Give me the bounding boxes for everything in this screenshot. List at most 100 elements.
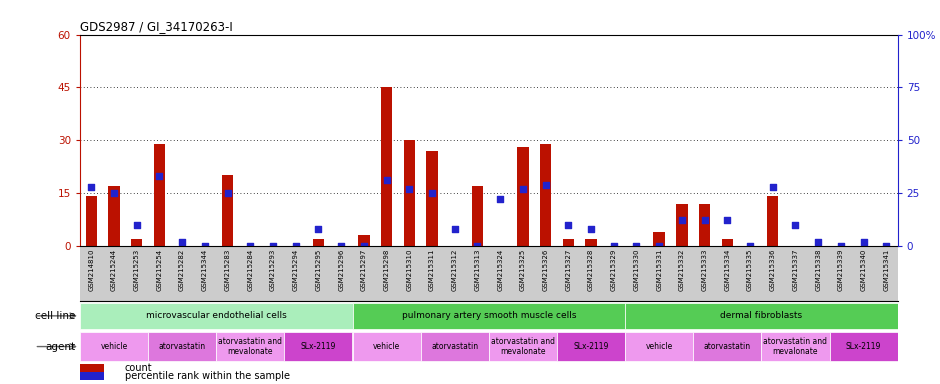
Point: [584, 226, 599, 232]
Point: [129, 222, 144, 228]
Text: GSM215330: GSM215330: [634, 248, 639, 291]
Text: GSM215295: GSM215295: [316, 248, 321, 291]
Bar: [767, 197, 778, 246]
Point: [175, 238, 190, 245]
Text: GSM215341: GSM215341: [884, 248, 889, 291]
Bar: [540, 144, 551, 246]
Text: GSM215339: GSM215339: [838, 248, 844, 291]
Point: [629, 243, 644, 249]
Text: atorvastatin and
mevalonate: atorvastatin and mevalonate: [763, 337, 827, 356]
Bar: [722, 239, 733, 246]
Text: GSM215332: GSM215332: [679, 248, 685, 291]
Point: [515, 186, 530, 192]
Text: dermal fibroblasts: dermal fibroblasts: [720, 311, 803, 320]
Point: [810, 238, 825, 245]
Bar: [427, 151, 438, 246]
Point: [220, 190, 235, 196]
Point: [265, 243, 280, 249]
Bar: [761, 332, 829, 361]
Text: atorvastatin and
mevalonate: atorvastatin and mevalonate: [218, 337, 282, 356]
Point: [425, 190, 440, 196]
Text: count: count: [125, 363, 152, 373]
Text: pulmonary artery smooth muscle cells: pulmonary artery smooth muscle cells: [401, 311, 576, 320]
Point: [674, 217, 689, 223]
Bar: [421, 332, 489, 361]
Bar: [586, 239, 597, 246]
Bar: [154, 144, 165, 246]
Text: GDS2987 / GI_34170263-I: GDS2987 / GI_34170263-I: [80, 20, 233, 33]
Text: agent: agent: [45, 341, 75, 352]
Bar: [625, 303, 898, 329]
Bar: [625, 332, 693, 361]
Text: GSM215335: GSM215335: [747, 248, 753, 291]
Text: GSM215337: GSM215337: [792, 248, 798, 291]
Bar: [556, 332, 625, 361]
Bar: [149, 332, 216, 361]
Text: SLx-2119: SLx-2119: [301, 342, 337, 351]
Text: GSM215293: GSM215293: [270, 248, 276, 291]
Point: [84, 184, 99, 190]
Text: GSM215344: GSM215344: [202, 248, 208, 291]
Text: SLx-2119: SLx-2119: [846, 342, 882, 351]
Bar: [352, 332, 421, 361]
Bar: [381, 88, 392, 246]
Text: percentile rank within the sample: percentile rank within the sample: [125, 371, 290, 381]
Text: GSM215296: GSM215296: [338, 248, 344, 291]
Bar: [131, 239, 142, 246]
Point: [493, 196, 508, 202]
Text: GSM215311: GSM215311: [429, 248, 435, 291]
Bar: [694, 332, 761, 361]
Text: GSM215297: GSM215297: [361, 248, 367, 291]
Point: [606, 243, 621, 249]
Text: GSM215326: GSM215326: [542, 248, 549, 291]
Bar: [216, 332, 284, 361]
Bar: [80, 332, 149, 361]
Text: GSM215312: GSM215312: [452, 248, 458, 291]
Bar: [80, 303, 352, 329]
Point: [470, 243, 485, 249]
Point: [243, 243, 258, 249]
Bar: [699, 204, 711, 246]
Point: [720, 217, 735, 223]
Point: [788, 222, 803, 228]
Bar: [222, 175, 233, 246]
Text: atorvastatin: atorvastatin: [704, 342, 751, 351]
Text: GSM215336: GSM215336: [770, 248, 775, 291]
Point: [289, 243, 304, 249]
Bar: [80, 364, 104, 372]
Bar: [358, 235, 369, 246]
Bar: [108, 186, 119, 246]
Text: GSM214810: GSM214810: [88, 248, 94, 291]
Text: GSM215340: GSM215340: [861, 248, 867, 291]
Point: [334, 243, 349, 249]
Point: [106, 190, 121, 196]
Text: GSM215310: GSM215310: [406, 248, 413, 291]
Text: GSM215283: GSM215283: [225, 248, 230, 291]
Point: [379, 177, 394, 184]
Text: GSM215294: GSM215294: [292, 248, 299, 291]
Point: [856, 238, 871, 245]
Text: GSM215313: GSM215313: [475, 248, 480, 291]
Bar: [489, 332, 556, 361]
Bar: [284, 332, 352, 361]
Text: atorvastatin: atorvastatin: [431, 342, 478, 351]
Text: vehicle: vehicle: [101, 342, 128, 351]
Text: microvascular endothelial cells: microvascular endothelial cells: [146, 311, 287, 320]
Bar: [352, 303, 625, 329]
Bar: [517, 147, 528, 246]
Point: [879, 243, 894, 249]
Text: atorvastatin and
mevalonate: atorvastatin and mevalonate: [491, 337, 555, 356]
Bar: [80, 372, 104, 380]
Text: GSM215298: GSM215298: [384, 248, 389, 291]
Text: GSM215338: GSM215338: [815, 248, 822, 291]
Point: [561, 222, 576, 228]
Bar: [86, 197, 97, 246]
Text: cell line: cell line: [35, 311, 75, 321]
Text: GSM215253: GSM215253: [133, 248, 140, 291]
Text: GSM215329: GSM215329: [611, 248, 617, 291]
Point: [401, 186, 416, 192]
Bar: [653, 232, 665, 246]
Bar: [472, 186, 483, 246]
Point: [152, 173, 167, 179]
Text: SLx-2119: SLx-2119: [573, 342, 609, 351]
